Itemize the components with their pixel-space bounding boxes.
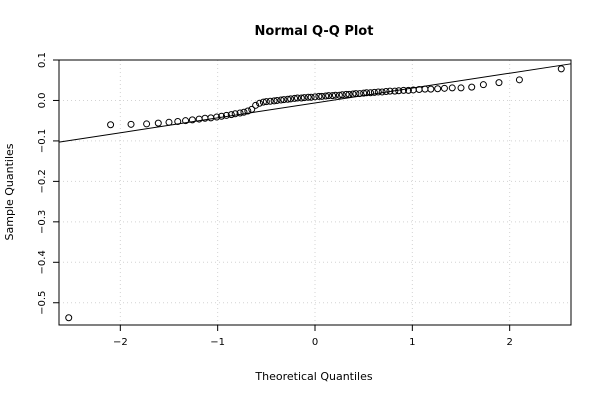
data-point xyxy=(277,96,285,104)
data-point xyxy=(360,89,368,97)
data-point xyxy=(515,76,523,84)
data-point xyxy=(366,89,374,97)
data-point xyxy=(479,81,487,89)
data-point xyxy=(188,116,196,124)
data-point xyxy=(356,90,364,98)
x-tick-label: 2 xyxy=(506,337,512,348)
y-tick-label: −0.2 xyxy=(37,169,48,193)
data-point xyxy=(370,88,378,96)
y-tick-label: −0.4 xyxy=(37,250,48,274)
data-point xyxy=(363,89,371,97)
plot-frame xyxy=(58,59,572,326)
data-point xyxy=(495,79,503,87)
data-point xyxy=(291,94,299,102)
data-point xyxy=(107,121,115,129)
data-point xyxy=(468,83,476,91)
data-point xyxy=(304,93,312,101)
data-point xyxy=(434,85,442,93)
data-point xyxy=(266,97,274,105)
data-point xyxy=(262,98,270,106)
data-point xyxy=(322,92,330,100)
data-point xyxy=(331,91,339,99)
data-point xyxy=(248,105,256,113)
y-tick-label: −0.5 xyxy=(37,291,48,315)
data-point xyxy=(236,109,244,117)
data-point xyxy=(213,113,221,121)
data-point xyxy=(300,94,308,102)
data-point xyxy=(345,90,353,98)
data-point xyxy=(240,108,248,116)
y-tick-label: 0.1 xyxy=(37,52,48,68)
data-point xyxy=(165,118,173,126)
data-point xyxy=(391,87,399,95)
data-point xyxy=(395,87,403,95)
data-point xyxy=(256,99,264,107)
y-axis-title: Sample Quantiles xyxy=(3,143,16,240)
data-point xyxy=(315,92,323,100)
data-point xyxy=(386,87,394,95)
data-point xyxy=(227,111,235,119)
data-point xyxy=(427,85,435,93)
data-point xyxy=(297,94,305,102)
x-tick-label: 1 xyxy=(409,337,415,348)
x-tick-label: −1 xyxy=(210,337,225,348)
reference-line xyxy=(58,63,572,143)
x-tick-label: 0 xyxy=(312,337,318,348)
data-points xyxy=(65,65,565,322)
data-point xyxy=(342,90,350,98)
data-point xyxy=(273,96,281,104)
data-point xyxy=(280,96,288,104)
data-point xyxy=(318,92,326,100)
data-point xyxy=(448,84,456,92)
data-point xyxy=(218,112,226,120)
data-point xyxy=(378,88,386,96)
y-tick-label: 0.0 xyxy=(37,93,48,109)
data-point xyxy=(349,90,357,98)
data-point xyxy=(338,91,346,99)
data-point xyxy=(287,95,295,103)
data-point xyxy=(182,117,190,125)
x-axis-title: Theoretical Quantiles xyxy=(254,370,372,383)
axes: −2 −1 0 1 2 −0.5 −0.4 −0.3 −0.2 −0.1 0.0 0.1 xyxy=(37,52,513,348)
data-point xyxy=(174,117,182,125)
data-point xyxy=(382,88,390,96)
data-point xyxy=(329,92,337,100)
data-point xyxy=(154,119,162,127)
data-point xyxy=(307,93,315,101)
data-point xyxy=(335,91,343,99)
y-tick-label: −0.3 xyxy=(37,210,48,234)
data-point xyxy=(244,107,252,115)
data-point xyxy=(557,65,565,73)
data-point xyxy=(352,90,360,98)
data-point xyxy=(252,101,260,109)
data-point xyxy=(143,120,151,128)
data-point xyxy=(374,88,382,96)
y-tick-label: −0.1 xyxy=(37,129,48,153)
data-point xyxy=(311,93,319,101)
data-point xyxy=(293,94,301,102)
data-point xyxy=(127,120,135,128)
data-point xyxy=(325,92,333,100)
data-point xyxy=(457,84,465,92)
data-point xyxy=(231,110,239,118)
data-point xyxy=(259,98,267,106)
data-point xyxy=(270,97,278,105)
data-point xyxy=(404,86,412,94)
data-point xyxy=(65,314,73,322)
chart-title: Normal Q-Q Plot xyxy=(255,24,374,39)
x-tick-label: −2 xyxy=(113,337,128,348)
data-point xyxy=(222,111,230,119)
data-point xyxy=(440,84,448,92)
data-point xyxy=(400,86,408,94)
data-point xyxy=(284,95,292,103)
